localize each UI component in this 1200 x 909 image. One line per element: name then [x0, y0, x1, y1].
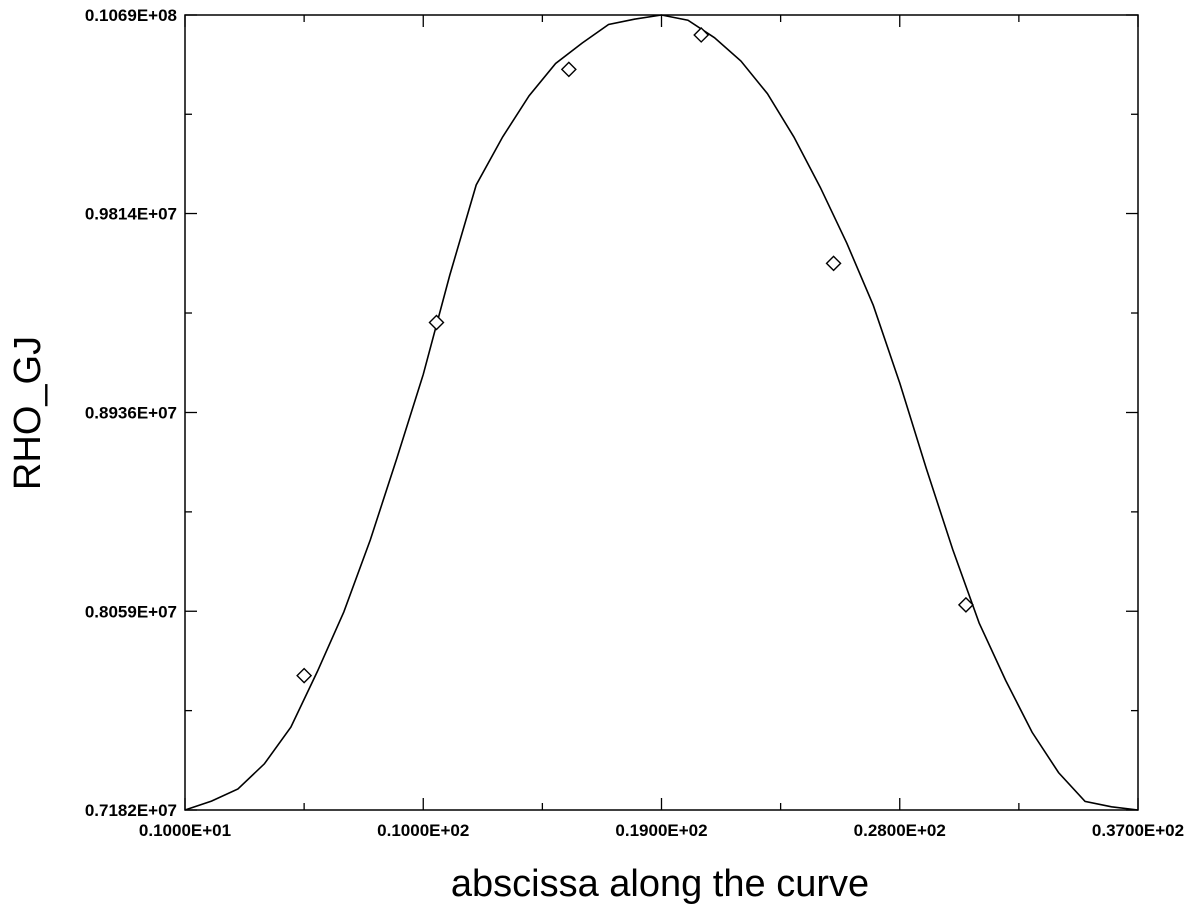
diamond-marker	[428, 314, 445, 331]
x-axis-title: abscissa along the curve	[451, 863, 869, 905]
diamond-marker	[957, 596, 974, 613]
ticks-group	[184, 14, 1139, 811]
x-tick-label: 0.1000E+01	[139, 821, 231, 840]
y-tick-label: 0.9814E+07	[85, 205, 177, 224]
y-tick-label: 0.1069E+08	[85, 6, 177, 25]
tick-labels-group: 0.1000E+01 0.1000E+02 0.1900E+02 0.2800E+02…	[85, 6, 1184, 840]
series-line	[184, 14, 1139, 811]
x-tick-label: 0.3700E+02	[1092, 821, 1184, 840]
diamond-marker	[296, 667, 313, 684]
diamond-marker	[693, 26, 710, 43]
x-tick-label: 0.2800E+02	[854, 821, 946, 840]
diamond-marker	[825, 255, 842, 272]
diamond-marker	[560, 61, 577, 78]
y-axis-title: RHO_GJ	[7, 336, 49, 490]
x-tick-label: 0.1000E+02	[377, 821, 469, 840]
y-tick-label: 0.7182E+07	[85, 801, 177, 820]
y-tick-label: 0.8059E+07	[85, 602, 177, 621]
plot-frame	[184, 14, 1139, 811]
y-tick-label: 0.8936E+07	[85, 404, 177, 423]
x-tick-label: 0.1900E+02	[615, 821, 707, 840]
markers-group	[296, 26, 974, 684]
